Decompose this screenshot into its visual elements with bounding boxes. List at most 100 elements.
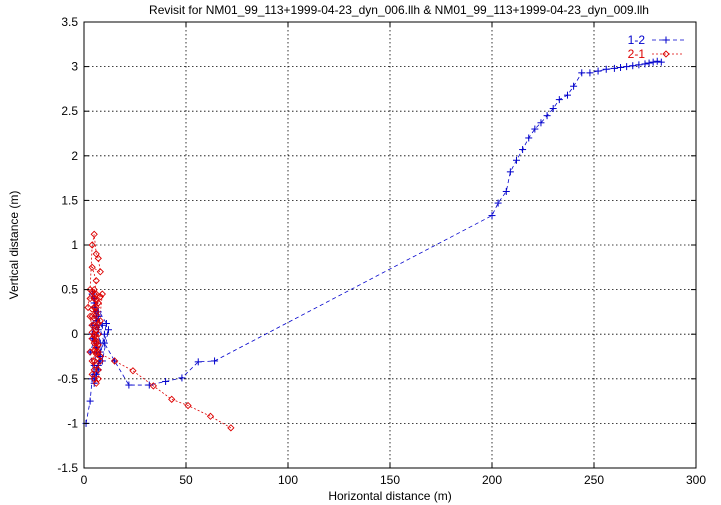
data-point-series-1 — [649, 58, 657, 66]
x-tick-label: 50 — [179, 473, 193, 487]
data-point-series-1 — [86, 397, 94, 405]
data-point-series-2 — [90, 230, 98, 238]
data-point-series-2 — [92, 348, 100, 356]
x-tick-label: 250 — [584, 473, 604, 487]
y-tick-label: -0.5 — [57, 372, 78, 386]
data-point-series-2 — [98, 290, 106, 298]
y-tick-label: -1.5 — [57, 461, 78, 475]
y-tick-label: 0.5 — [61, 283, 78, 297]
legend-label-2: 2-1 — [628, 47, 646, 61]
data-point-series-1 — [645, 59, 653, 67]
data-point-series-2 — [206, 412, 215, 420]
data-point-series-2 — [94, 341, 102, 349]
data-point-series-1 — [657, 58, 665, 66]
data-point-series-1 — [653, 57, 661, 65]
data-point-series-2 — [88, 263, 96, 271]
data-point-series-1 — [525, 134, 533, 142]
data-point-series-1 — [570, 82, 578, 90]
data-point-series-1 — [537, 119, 545, 127]
legend-label-1: 1-2 — [628, 33, 646, 47]
y-tick-label: 3 — [71, 60, 78, 74]
x-tick-label: 300 — [686, 473, 706, 487]
x-tick-label: 150 — [380, 473, 400, 487]
data-point-series-2 — [110, 357, 119, 365]
data-point-series-1 — [623, 63, 631, 71]
data-point-series-2 — [92, 303, 100, 312]
y-tick-label: 2.5 — [61, 104, 78, 118]
data-point-series-1 — [635, 61, 643, 69]
data-point-series-2 — [149, 382, 157, 390]
data-point-series-1 — [125, 381, 133, 389]
y-tick-label: 2 — [71, 149, 78, 163]
data-point-series-2 — [94, 348, 102, 356]
x-tick-label: 100 — [278, 473, 298, 487]
data-point-series-2 — [90, 366, 98, 374]
data-point-series-1 — [98, 357, 106, 365]
data-point-series-2 — [88, 321, 96, 329]
data-point-series-1 — [488, 212, 496, 220]
data-point-series-1 — [512, 156, 520, 164]
data-point-series-1 — [100, 330, 108, 338]
data-point-series-1 — [641, 60, 649, 68]
data-point-series-2 — [92, 339, 100, 347]
series-markers — [82, 57, 665, 432]
data-point-series-2 — [86, 312, 94, 320]
data-point-series-1 — [502, 187, 510, 195]
y-tick-label: 1.5 — [61, 193, 78, 207]
data-point-series-2 — [88, 287, 96, 296]
legend-marker-1 — [662, 36, 670, 44]
data-point-series-1 — [519, 146, 527, 154]
data-point-series-2 — [96, 268, 104, 276]
data-point-series-1 — [610, 64, 618, 72]
data-point-series-1 — [563, 91, 571, 99]
data-point-series-2 — [88, 241, 96, 249]
data-point-series-2 — [90, 290, 98, 298]
data-point-series-1 — [617, 63, 625, 71]
data-point-series-1 — [494, 199, 502, 207]
data-point-series-1 — [586, 69, 594, 77]
y-tick-label: 3.5 — [61, 15, 78, 29]
data-point-series-2 — [96, 293, 104, 301]
data-point-series-2 — [184, 401, 192, 410]
data-point-series-1 — [162, 377, 170, 385]
data-point-series-1 — [102, 319, 110, 327]
data-point-series-1 — [104, 326, 112, 334]
data-point-series-1 — [531, 125, 539, 133]
y-tick-label: 0 — [71, 327, 78, 341]
data-point-series-1 — [92, 370, 100, 378]
axis-ticks: 0 50 100 150 200 250 300 -1.5 -1 -0.5 0 0.5 1 1.5 2 2.5… — [57, 15, 706, 487]
data-point-series-1 — [578, 69, 586, 77]
data-point-series-2 — [94, 254, 102, 263]
data-point-series-2 — [168, 395, 176, 403]
y-axis-label: Vertical distance (m) — [7, 191, 21, 300]
data-point-series-1 — [555, 96, 563, 104]
y-tick-label: -1 — [67, 416, 78, 430]
legend: 1-22-1 — [628, 33, 684, 61]
y-tick-label: 1 — [71, 238, 78, 252]
data-point-series-1 — [543, 112, 551, 120]
data-point-series-2 — [90, 294, 98, 303]
data-point-series-1 — [178, 374, 186, 382]
data-point-series-2 — [96, 357, 104, 365]
legend-marker-2 — [662, 50, 670, 58]
data-point-series-2 — [227, 424, 235, 432]
data-point-series-1 — [90, 379, 98, 387]
data-point-series-1 — [194, 358, 202, 366]
data-point-series-1 — [506, 168, 514, 176]
x-tick-label: 200 — [482, 473, 502, 487]
data-point-series-1 — [602, 65, 610, 73]
data-point-series-1 — [111, 357, 119, 365]
data-point-series-2 — [94, 375, 102, 383]
x-axis-label: Horizontal distance (m) — [328, 489, 451, 503]
data-point-series-2 — [90, 330, 98, 338]
x-tick-label: 0 — [81, 473, 88, 487]
data-point-series-2 — [84, 303, 92, 312]
data-point-series-2 — [92, 277, 100, 285]
data-point-series-1 — [211, 357, 219, 365]
chart-title: Revisit for NM01_99_113+1999-04-23_dyn_0… — [149, 3, 649, 17]
data-point-series-1 — [94, 366, 102, 374]
data-point-series-1 — [594, 67, 602, 75]
data-point-series-2 — [88, 357, 96, 365]
data-point-series-1 — [629, 62, 637, 70]
